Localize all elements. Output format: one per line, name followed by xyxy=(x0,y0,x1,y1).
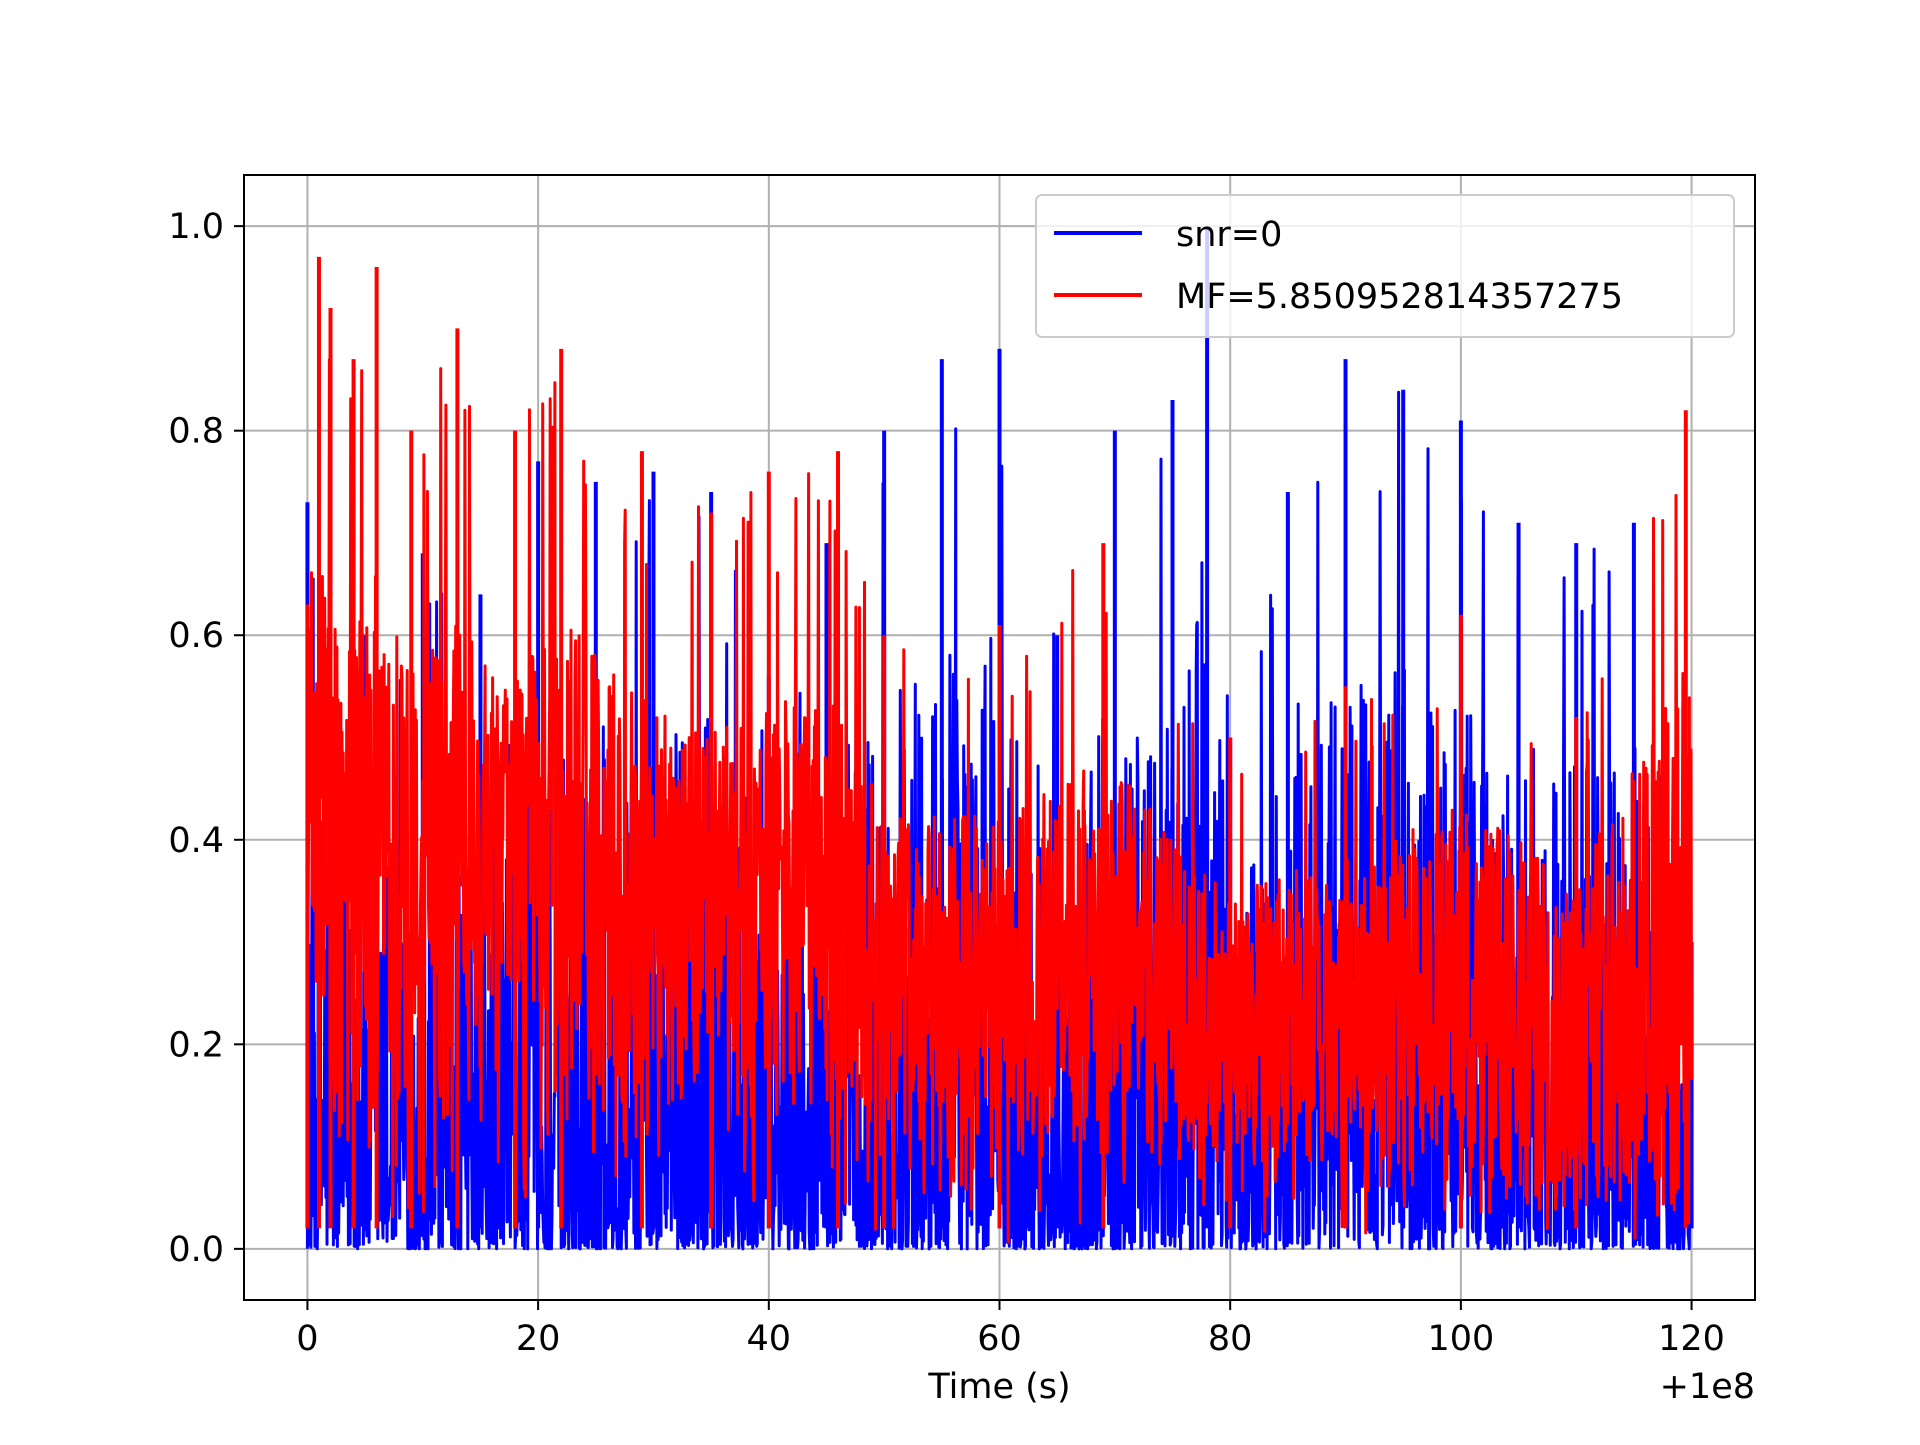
y-tick-label: 0.0 xyxy=(168,1230,224,1270)
y-tick-label: 0.8 xyxy=(168,412,224,452)
y-tick-label: 0.2 xyxy=(168,1025,224,1065)
legend-label: snr=0 xyxy=(1176,215,1282,255)
y-tick-label: 1.0 xyxy=(168,207,224,247)
x-tick-label: 60 xyxy=(977,1319,1022,1359)
x-tick-label: 80 xyxy=(1208,1319,1253,1359)
x-tick-label: 120 xyxy=(1658,1319,1725,1359)
x-tick-label: 100 xyxy=(1427,1319,1494,1359)
x-axis-label: Time (s) xyxy=(927,1367,1070,1407)
x-tick-label: 40 xyxy=(747,1319,792,1359)
y-tick-label: 0.4 xyxy=(168,821,224,861)
y-tick-label: 0.6 xyxy=(168,616,224,656)
legend-label: MF=5.850952814357275 xyxy=(1176,277,1623,317)
x-tick-label: 0 xyxy=(296,1319,318,1359)
legend-box xyxy=(1035,194,1735,338)
x-tick-label: 20 xyxy=(516,1319,561,1359)
plot-series xyxy=(305,226,1694,1251)
legend: snr=0 MF=5.850952814357275 xyxy=(1035,194,1735,338)
axis-ticks: 0 20 40 60 80 100 120 0.0 0.2 0.4 0.6 0.8 1.0 xyxy=(168,207,1725,1359)
x-axis-offset-label: +1e8 xyxy=(1660,1367,1755,1407)
